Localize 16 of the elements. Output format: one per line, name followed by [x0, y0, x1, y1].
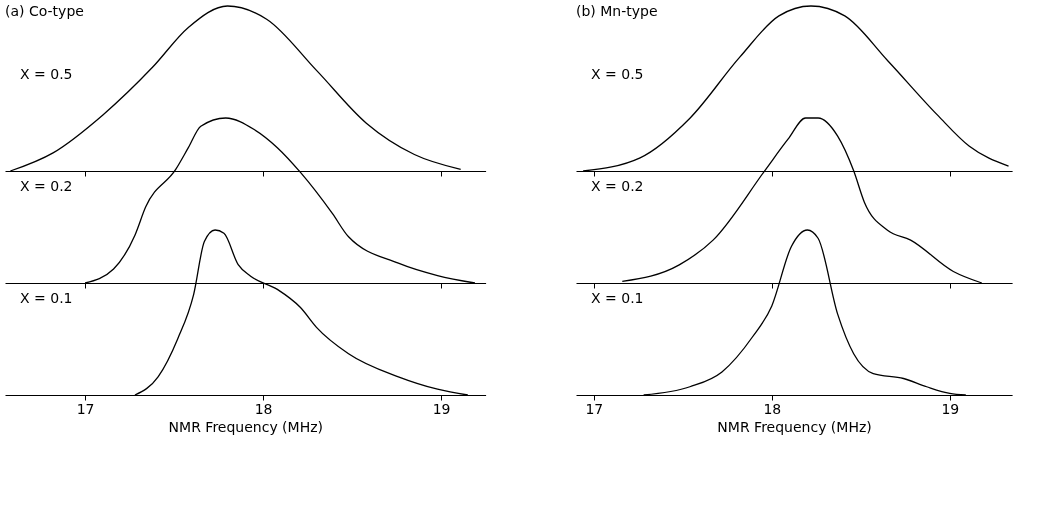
x-axis-title: NMR Frequency (MHz): [717, 418, 872, 435]
x-tick-label: 17: [76, 400, 95, 417]
x-tick-label: 18: [254, 400, 273, 417]
chart-title: (b) Mn-type: [576, 3, 658, 20]
x-tick-label: 19: [432, 400, 451, 417]
x-tick-label: 18: [763, 400, 782, 417]
x-tick-label: 19: [941, 400, 960, 417]
text: X = 0.2: [591, 178, 644, 195]
text: X = 0.1: [20, 290, 73, 307]
text: X = 0.1: [591, 290, 644, 307]
chart-title: (a) Co-type: [5, 3, 84, 20]
x-axis-title: NMR Frequency (MHz): [168, 418, 323, 435]
text: X = 0.2: [20, 178, 73, 195]
text: X = 0.5: [20, 66, 73, 83]
x-tick-label: 17: [585, 400, 604, 417]
text: X = 0.5: [591, 66, 644, 83]
